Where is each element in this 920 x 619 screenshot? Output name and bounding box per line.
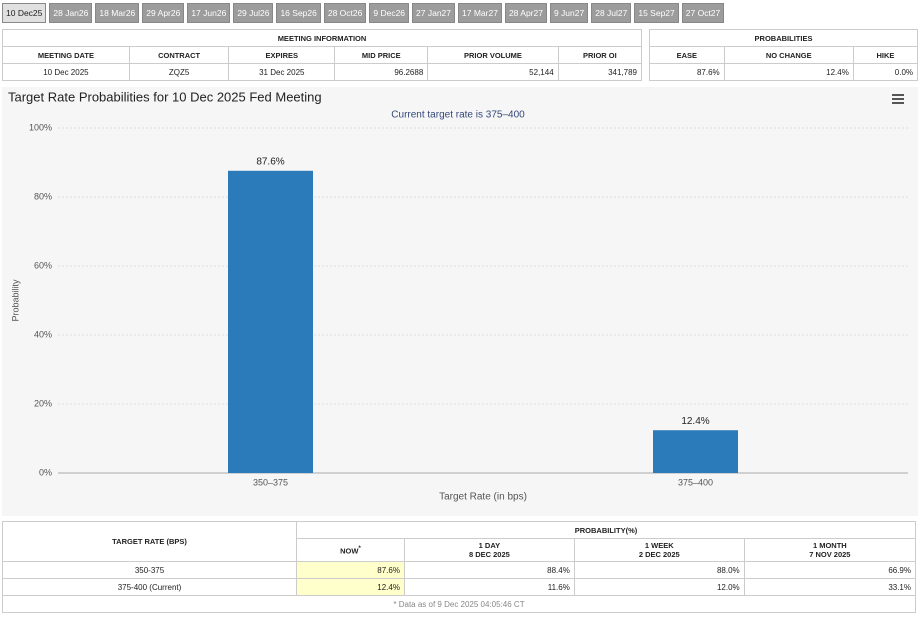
cell: 375-400 (Current) [2,578,297,596]
meeting-info-table: MEETING INFORMATION MEETING DATE CONTRACT E… [2,29,643,81]
column-header: NOW* [296,538,405,562]
y-tick-label: 0% [39,467,52,477]
cell: 88.4% [403,561,575,579]
column-header: 1 MONTH 7 NOV 2025 [743,538,917,562]
cell: 10 Dec 2025 [2,63,130,81]
tab[interactable]: 28 Oct26 [323,3,367,23]
cell: 0.0% [852,63,919,81]
column-label: 1 MONTH [812,541,847,550]
column-date: 2 DEC 2025 [638,550,680,559]
bar [228,170,313,473]
column-header: PRIOR OI [557,46,643,64]
column-header: 1 DAY 8 DEC 2025 [403,538,575,562]
row: PROBABILITIES [649,29,918,47]
column-header: MEETING DATE [2,46,130,64]
cell: ZQZ5 [128,63,230,81]
cell: 11.6% [403,578,575,596]
column-header: PRIOR VOLUME [427,46,559,64]
header-row: TARGET RATE (BPS) PROBABILITY(%) [2,521,916,562]
cell: 12.0% [573,578,745,596]
tab[interactable]: 27 Jan27 [412,3,456,23]
cell: 96.2688 [334,63,429,81]
table-title: PROBABILITIES [649,29,918,47]
column-header: EASE [649,46,725,64]
column-header: CONTRACT [128,46,230,64]
chart-subtitle: Current target rate is 375–400 [391,110,525,121]
rate-table: TARGET RATE (BPS) PROBABILITY(%) NOW* 1 DAY… [2,521,917,613]
column-header: TARGET RATE (BPS) [2,521,297,562]
column-header: HIKE [852,46,919,64]
cell: 12.4% [723,63,854,81]
row: 350-375 87.6% 88.4% 88.0% 66.9% [2,561,917,579]
y-axis-label: Probability [10,279,20,322]
tab[interactable]: 17 Jun26 [187,3,231,23]
cell: 33.1% [743,578,917,596]
cell: 12.4% [296,578,405,596]
y-tick-label: 20% [34,398,52,408]
row: 10 Dec 2025 ZQZ5 31 Dec 2025 96.2688 52,144 3… [2,63,643,81]
x-tick-label: 375–400 [678,477,713,487]
y-tick-label: 80% [34,191,52,201]
header-row: MEETING DATE CONTRACT EXPIRES MID PRICE PRIO… [2,46,643,64]
tab[interactable]: 16 Sep26 [276,3,321,23]
tab[interactable]: 28 Jul27 [591,3,632,23]
y-tick-label: 60% [34,260,52,270]
footnote: * Data as of 9 Dec 2025 04:05:46 CT [2,595,916,613]
tab[interactable]: 9 Jun27 [549,3,589,23]
menu-icon[interactable] [892,94,904,104]
x-axis-label: Target Rate (in bps) [439,492,527,503]
cell: 350-375 [2,561,297,579]
row: MEETING INFORMATION [2,29,642,47]
probabilities-table: PROBABILITIES EASE NO CHANGE HIKE 87.6% 12.4%… [649,29,919,81]
x-tick-label: 350–375 [253,477,288,487]
cell: 31 Dec 2025 [228,63,336,81]
tab[interactable]: 28 Jan26 [49,3,93,23]
column-header: NO CHANGE [723,46,854,64]
table-title: MEETING INFORMATION [2,29,642,47]
column-header: 1 WEEK 2 DEC 2025 [573,538,745,562]
header-row: EASE NO CHANGE HIKE [649,46,919,64]
cell: 341,789 [557,63,643,81]
value-label: 87.6% [256,156,284,167]
tab[interactable]: 29 Jul26 [233,3,274,23]
tab[interactable]: 17 Mar27 [458,3,502,23]
column-date: 7 NOV 2025 [809,550,851,559]
column-date: 8 DEC 2025 [468,550,510,559]
tab-bar: 10 Dec25 28 Jan26 18 Mar26 29 Apr26 17 Jun26… [2,3,725,23]
tab[interactable]: 29 Apr26 [142,3,185,23]
column-header: MID PRICE [334,46,429,64]
chart-title: Target Rate Probabilities for 10 Dec 202… [8,89,322,104]
column-note: * [358,544,361,552]
column-label: 1 DAY [478,541,501,550]
tab[interactable]: 28 Apr27 [504,3,547,23]
bar [653,430,738,473]
column-header: EXPIRES [228,46,336,64]
tab[interactable]: 9 Dec26 [369,3,410,23]
cell: 66.9% [743,561,917,579]
column-label: 1 WEEK [644,541,674,550]
value-label: 12.4% [681,416,709,427]
group-header: PROBABILITY(%) [296,521,916,539]
tab[interactable]: 15 Sep27 [634,3,679,23]
row: 375-400 (Current) 12.4% 11.6% 12.0% 33.1% [2,578,917,596]
cell: 88.0% [573,561,745,579]
row: 87.6% 12.4% 0.0% [649,63,919,81]
tab[interactable]: 10 Dec25 [2,3,47,23]
tab[interactable]: 27 Oct27 [681,3,725,23]
cell: 87.6% [296,561,405,579]
y-tick-label: 40% [34,329,52,339]
row: * Data as of 9 Dec 2025 04:05:46 CT [2,595,916,613]
tab[interactable]: 18 Mar26 [95,3,140,23]
cell: 52,144 [427,63,559,81]
chart: Target Rate Probabilities for 10 Dec 202… [2,87,918,516]
column-label: NOW [340,546,359,556]
cell: 87.6% [649,63,725,81]
y-tick-label: 100% [29,122,52,132]
